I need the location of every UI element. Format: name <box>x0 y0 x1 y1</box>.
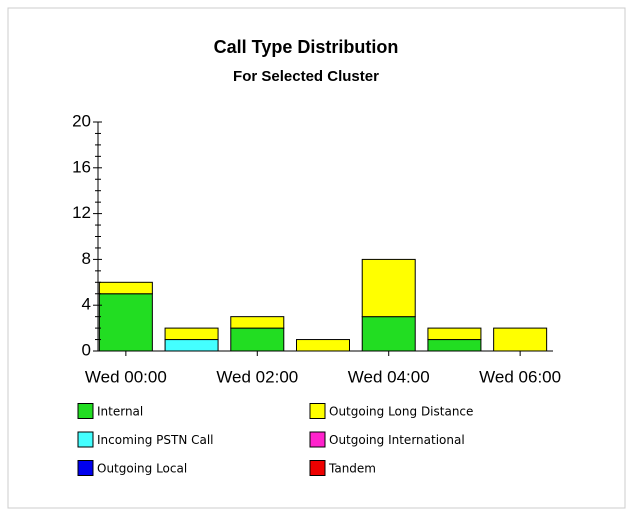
y-tick-label: 4 <box>82 295 91 314</box>
bar-segment <box>98 281 153 295</box>
y-tick-label: 12 <box>72 203 91 222</box>
legend-label: Outgoing Local <box>97 462 187 476</box>
legend-swatch <box>309 460 326 476</box>
y-tick-label: 0 <box>82 340 91 359</box>
legend-swatch <box>309 403 326 419</box>
chart-subtitle: For Selected Cluster <box>233 68 379 85</box>
legend-swatch <box>309 431 326 448</box>
bar-segment <box>427 327 482 341</box>
bar-segment <box>493 327 548 352</box>
panel <box>7 7 626 509</box>
legend-swatch <box>77 431 94 448</box>
y-tick-label: 8 <box>82 249 91 268</box>
y-tick-label: 20 <box>72 111 91 130</box>
legend-label: Incoming PSTN Call <box>97 433 214 447</box>
legend-label: Internal <box>97 405 143 419</box>
bar-segment <box>230 316 285 329</box>
bar-segment <box>230 327 285 352</box>
bar-segment <box>361 258 416 318</box>
legend-label: Outgoing Long Distance <box>329 405 473 419</box>
legend-label: Outgoing International <box>329 433 465 447</box>
bar-segment <box>427 339 482 352</box>
bar-segment <box>361 316 416 352</box>
bar-segment <box>164 327 219 341</box>
legend-label: Tandem <box>328 462 376 476</box>
bar-segment <box>296 339 350 352</box>
bar-segment <box>164 339 219 352</box>
chart-title: Call Type Distribution <box>214 37 399 57</box>
x-tick-label: Wed 02:00 <box>216 367 298 386</box>
y-tick-label: 16 <box>72 157 91 176</box>
x-tick-label: Wed 00:00 <box>85 367 167 386</box>
legend-swatch <box>77 403 94 419</box>
legend-swatch <box>77 460 94 476</box>
bar-segment <box>98 293 153 352</box>
x-tick-label: Wed 06:00 <box>479 367 561 386</box>
x-tick-label: Wed 04:00 <box>348 367 430 386</box>
